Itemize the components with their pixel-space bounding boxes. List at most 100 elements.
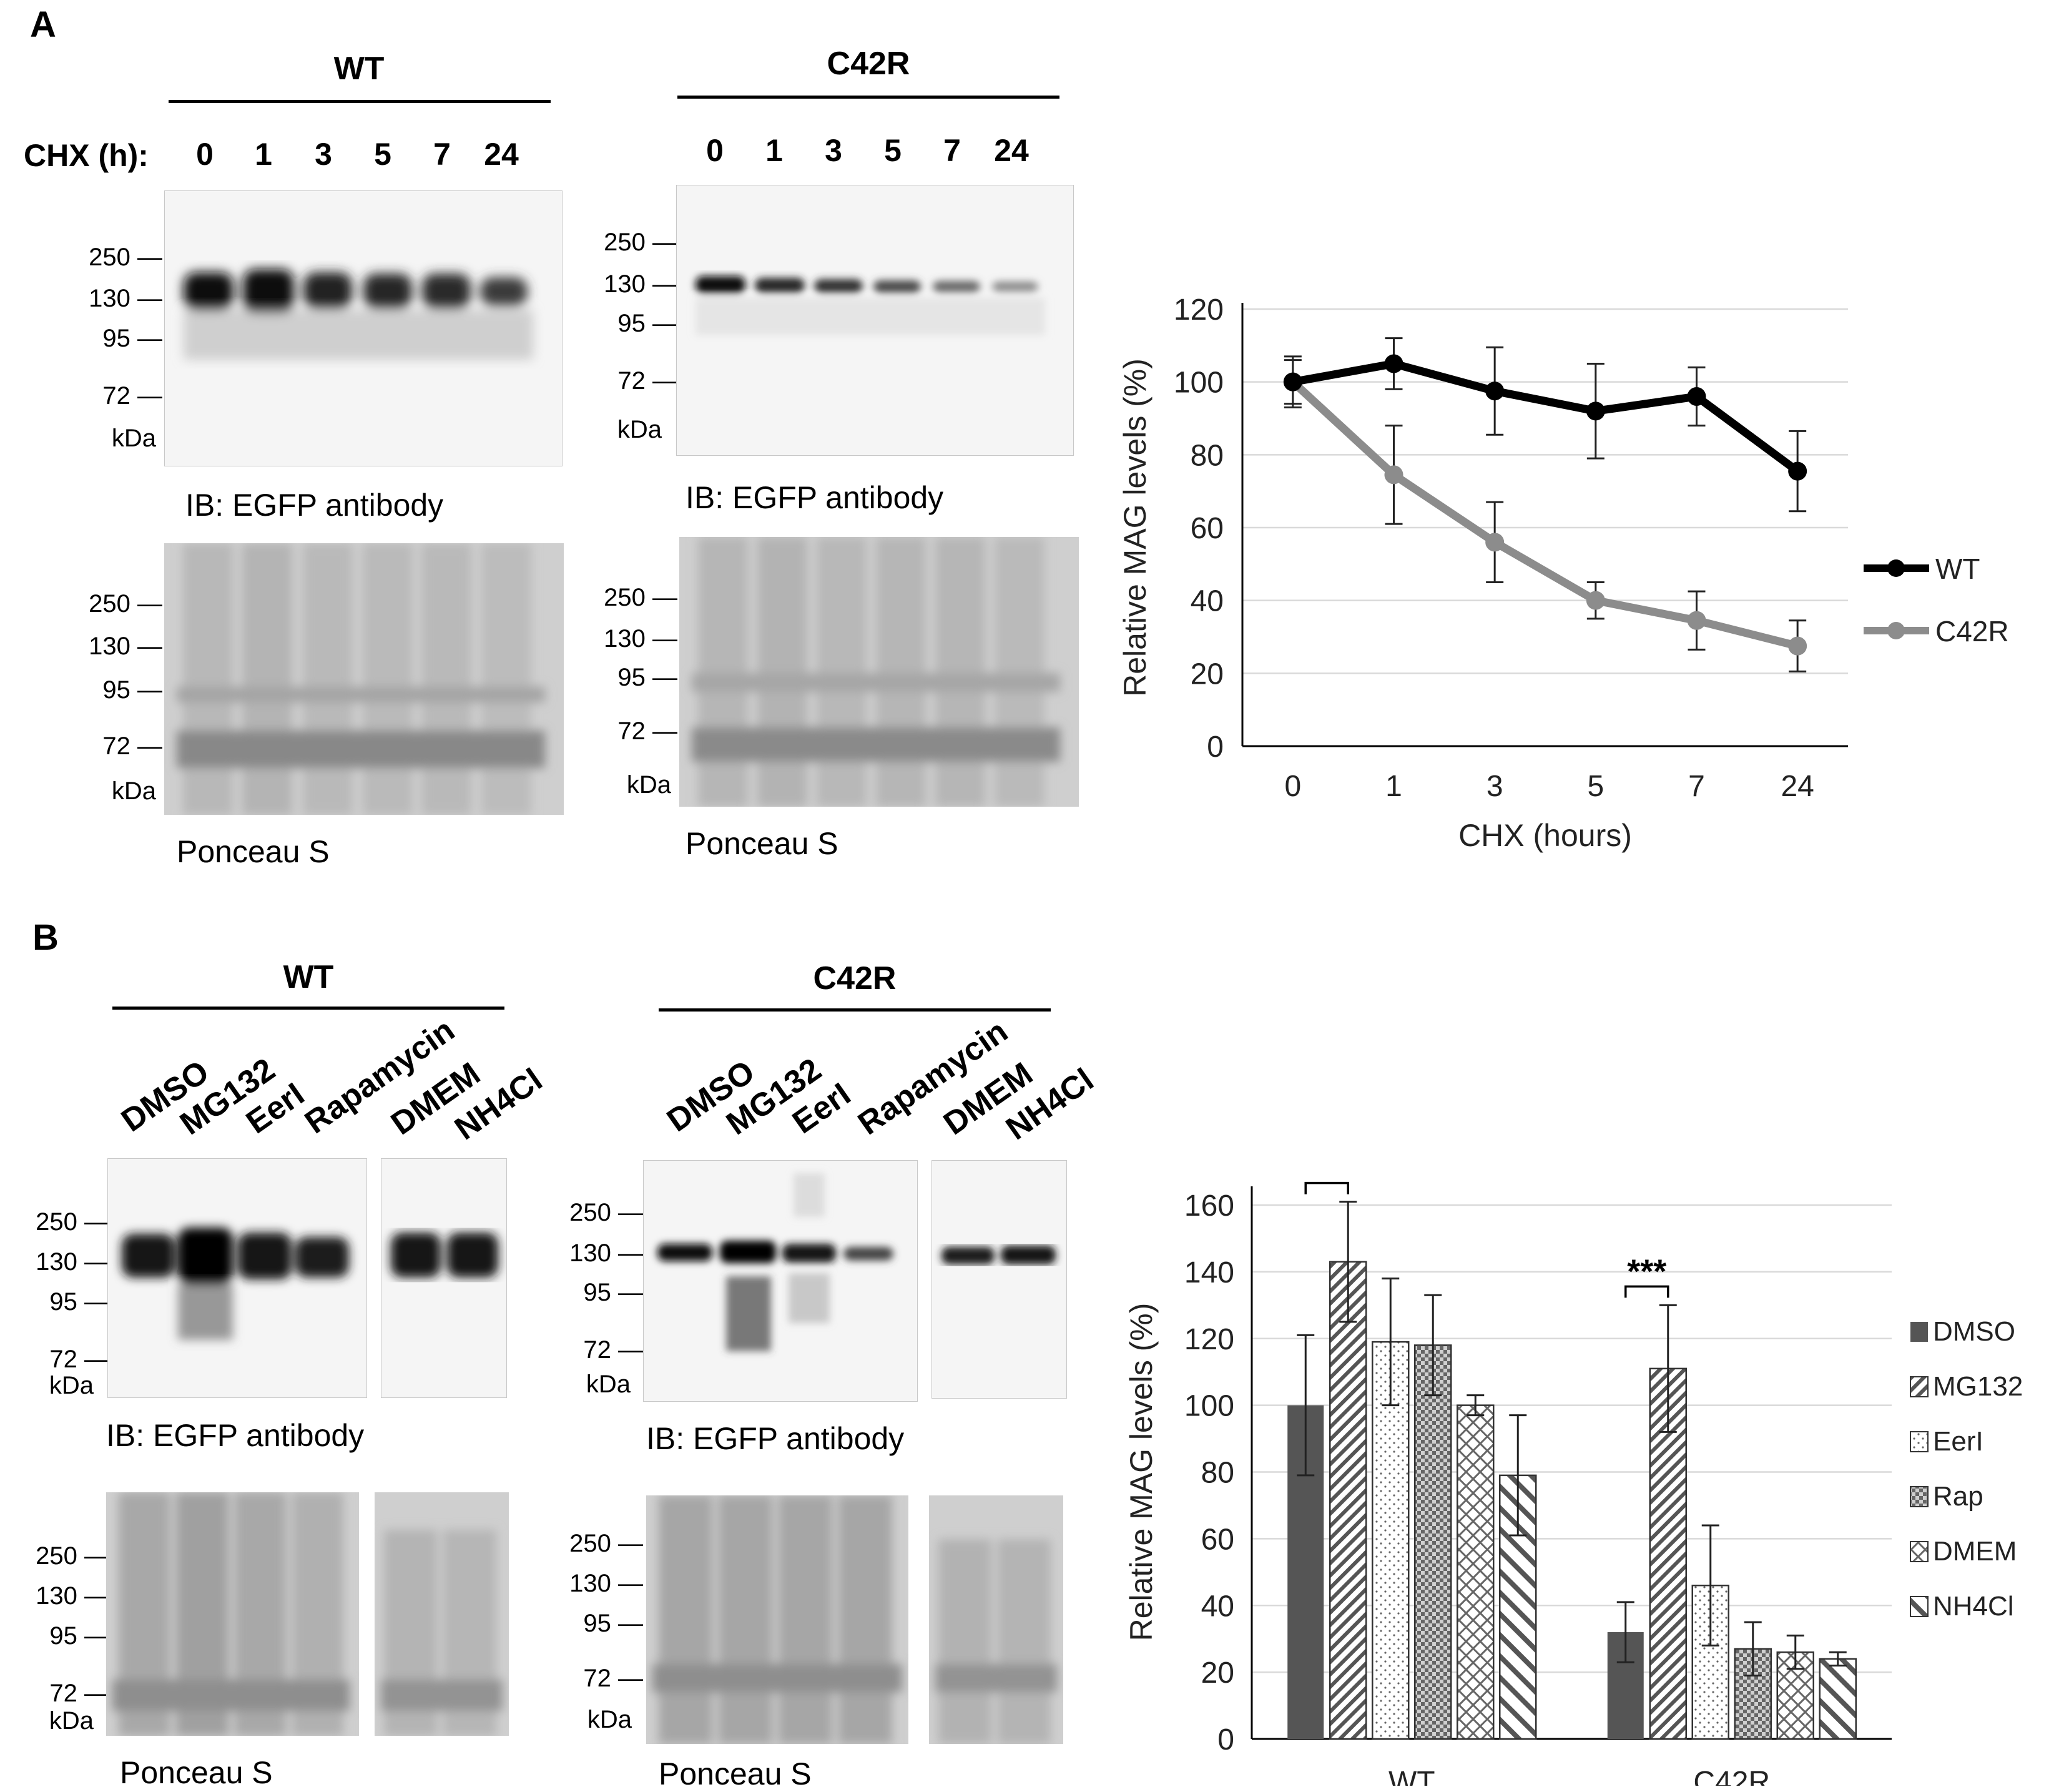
ponceau-lanes <box>381 1530 503 1736</box>
lane-label: 1 <box>255 137 272 172</box>
band <box>480 277 528 306</box>
legend-swatch <box>1910 1541 1929 1562</box>
band <box>243 269 294 313</box>
band <box>447 1233 498 1278</box>
panel-a-c42r-mw-ib: 250 — 130 — 95 — 72 — kDa <box>584 225 690 450</box>
data-point <box>1788 636 1807 656</box>
band <box>941 1247 995 1264</box>
legend-swatch <box>1910 1376 1929 1397</box>
data-point <box>1384 465 1403 485</box>
panel-a-c42r-lanes: 0 1 3 5 7 24 <box>687 132 1061 170</box>
panel-b-c42r-ib-blot-left <box>643 1160 918 1402</box>
mw-marker: 250 — <box>36 1542 109 1570</box>
bar-nh4cl <box>1819 1658 1857 1740</box>
x-tick-label: C42R <box>1693 1766 1770 1786</box>
mw-marker: 72 — <box>49 1346 109 1373</box>
mw-marker: 250 — <box>89 590 162 618</box>
y-tick-label: 120 <box>1184 1323 1234 1356</box>
legend-label: NH4Cl <box>1933 1591 2014 1622</box>
mw-unit: kDa <box>587 1706 632 1733</box>
mw-marker: 72 — <box>617 367 677 395</box>
lane-label: 7 <box>943 133 961 168</box>
mw-marker: 130 — <box>569 1570 643 1597</box>
bar-chart: 0 20 40 60 80 100 120 140 160 Relative MAG levels… <box>1124 1174 2023 1786</box>
panel-b-c42r-mw-ib: 250 — 130 — 95 — 72 — kDa <box>549 1199 656 1399</box>
data-point <box>1485 382 1505 401</box>
mw-marker: 95 — <box>102 325 162 352</box>
mw-marker: 130 — <box>36 1248 109 1276</box>
mw-marker: 72 — <box>583 1336 643 1364</box>
band <box>295 1237 349 1278</box>
panel-a-wt-mw-ponceau: 250 — 130 — 95 — 72 — kDa <box>69 590 175 815</box>
mw-marker: 250 — <box>89 244 162 271</box>
data-point <box>1586 591 1605 610</box>
mw-marker: 72 — <box>49 1680 109 1707</box>
lane-label: 7 <box>433 137 451 172</box>
band <box>122 1234 175 1278</box>
band <box>814 279 863 293</box>
mw-marker: 72 — <box>617 717 677 745</box>
series-line-c42r <box>1290 378 1799 650</box>
x-axis-label: CHX (hours) <box>1458 818 1632 853</box>
legend-label: MG132 <box>1933 1371 2023 1402</box>
mw-unit: kDa <box>49 1372 94 1399</box>
y-axis-label: Relative MAG levels (%) <box>1124 1303 1159 1642</box>
mw-marker: 95 — <box>583 1279 643 1306</box>
data-point <box>1687 611 1706 630</box>
mw-unit: kDa <box>626 771 671 799</box>
mw-unit: kDa <box>111 777 156 805</box>
panel-b-c42r-ponceau-blot-right <box>929 1495 1063 1744</box>
y-tick-label: 60 <box>1201 1523 1234 1556</box>
band <box>873 280 921 293</box>
panel-b-c42r-ponceau-caption: Ponceau S <box>659 1756 812 1791</box>
blot-bands <box>122 1228 349 1340</box>
x-tick-label: WT <box>1388 1766 1435 1786</box>
mw-marker: 130 — <box>569 1239 643 1267</box>
y-tick-label: 20 <box>1191 657 1224 691</box>
legend-swatch <box>1910 1431 1929 1452</box>
lane-label: 0 <box>706 133 724 168</box>
legend-swatch <box>1910 1596 1929 1617</box>
lane-label: 5 <box>374 137 391 172</box>
mw-marker: 95 — <box>102 676 162 704</box>
y-tick-label: 80 <box>1191 439 1224 472</box>
x-tick-label: 0 <box>1284 770 1301 803</box>
ponceau-lanes <box>177 543 545 815</box>
y-tick-label: 40 <box>1201 1590 1234 1623</box>
mw-marker: 250 — <box>569 1530 643 1557</box>
panel-b-wt-ib-blot-right <box>381 1158 507 1398</box>
mw-marker: 130 — <box>89 285 162 312</box>
mw-marker: 250 — <box>569 1199 643 1226</box>
y-tick-label: 120 <box>1174 293 1224 327</box>
panel-b-wt-ponceau-blot-left <box>106 1492 359 1736</box>
band <box>657 1244 712 1261</box>
blot-bands <box>657 1173 893 1351</box>
panel-b-wt-mw-ponceau: 250 — 130 — 95 — 72 — kDa <box>16 1542 122 1735</box>
panel-b-letter: B <box>32 917 59 958</box>
blot-bands <box>941 1246 1056 1264</box>
panel-b-wt-header: WT <box>283 959 334 995</box>
series-line-wt <box>1292 360 1801 475</box>
mw-marker: 72 — <box>583 1665 643 1692</box>
y-tick-label: 140 <box>1184 1256 1234 1289</box>
mw-unit: kDa <box>617 416 662 443</box>
band <box>720 1241 776 1263</box>
data-point <box>1586 401 1605 421</box>
mw-marker: 95 — <box>617 310 677 337</box>
panel-b-c42r-ib-caption: IB: EGFP antibody <box>646 1421 905 1456</box>
panel-b-c42r-rule <box>659 1008 1051 1012</box>
mw-marker: 130 — <box>604 270 677 298</box>
band <box>363 273 412 308</box>
y-tick-label: 20 <box>1201 1657 1234 1690</box>
legend-label: C42R <box>1935 615 2009 647</box>
y-tick-label: 0 <box>1217 1723 1234 1756</box>
panel-a-c42r-ponceau-caption: Ponceau S <box>686 826 838 861</box>
mw-marker: 95 — <box>49 1622 109 1650</box>
panel-a-wt-ib-blot <box>164 190 563 466</box>
ponceau-lanes <box>692 537 1060 807</box>
panel-b-c42r-ib-blot-right <box>931 1160 1067 1399</box>
legend-label: DMSO <box>1933 1316 2015 1347</box>
y-tick-label: 0 <box>1207 731 1224 764</box>
data-point <box>1283 372 1302 391</box>
panel-a-wt-mw-ib: 250 — 130 — 95 — 72 — kDa <box>69 237 175 462</box>
